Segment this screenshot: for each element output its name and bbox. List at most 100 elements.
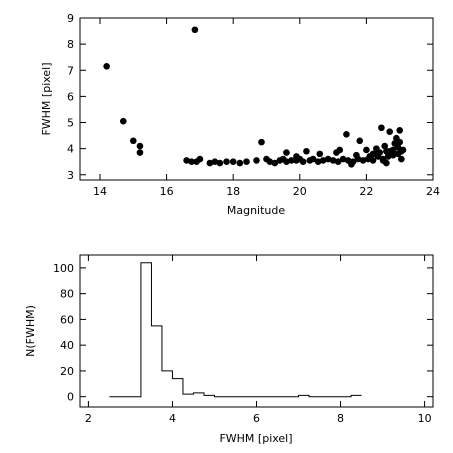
scatter-point (353, 151, 360, 159)
scatter-point (371, 150, 379, 158)
scatter-point (288, 157, 295, 164)
histogram-y-tick-label: 100 (53, 262, 74, 275)
histogram-x-tick-label: 6 (253, 412, 260, 425)
scatter-point (191, 26, 199, 34)
histogram-y-axis-label: N(FWHM) (24, 305, 37, 357)
scatter-point (319, 157, 327, 164)
histogram-y-tick-label: 80 (60, 288, 74, 301)
scatter-point (366, 153, 374, 160)
scatter-y-ticks: 3 4 5 6 7 8 9 (67, 12, 433, 182)
scatter-point (316, 150, 324, 158)
scatter-point (236, 159, 244, 167)
scatter-y-tick-label: 6 (67, 90, 74, 103)
scatter-point (329, 157, 337, 164)
histogram-steps (109, 262, 362, 398)
histogram-x-axis-label: FWHM [pixel] (219, 432, 292, 445)
scatter-x-tick-label: 20 (293, 185, 307, 198)
scatter-point (266, 158, 274, 166)
scatter-point (314, 158, 322, 166)
scatter-point (396, 127, 403, 134)
scatter-point (216, 159, 224, 167)
scatter-point (376, 149, 384, 156)
scatter-point (399, 146, 407, 154)
histogram-x-ticks: 2 4 6 8 10 (85, 255, 432, 425)
scatter-point (386, 128, 394, 135)
scatter-point (283, 158, 290, 166)
scatter-x-tick-label: 18 (226, 185, 240, 198)
scatter-point (398, 155, 405, 163)
scatter-point (343, 130, 350, 138)
scatter-point (309, 155, 317, 163)
histogram-x-tick-label: 2 (85, 412, 92, 425)
histogram-plot-frame (79, 254, 434, 408)
scatter-y-tick-label: 9 (67, 12, 74, 25)
histogram-x-tick-label: 8 (337, 412, 344, 425)
scatter-point (243, 158, 250, 166)
scatter-point (283, 149, 290, 156)
scatter-point (303, 147, 310, 155)
histogram-bin (151, 326, 162, 397)
scatter-point (253, 157, 260, 164)
histogram-bin (162, 371, 173, 397)
histogram-bin (141, 263, 152, 397)
scatter-point (386, 147, 394, 155)
scatter-point (229, 158, 237, 166)
scatter-point (223, 158, 230, 166)
scatter-point (136, 149, 144, 156)
scatter-point (136, 142, 144, 150)
scatter-point (384, 153, 392, 160)
scatter-plot-frame (79, 17, 434, 181)
scatter-point (206, 159, 214, 167)
histogram-panel: 2 4 6 8 10 0 20 40 60 80 100 FWHM [pixel] N(FWHM) (24, 254, 434, 445)
scatter-point (396, 138, 403, 146)
scatter-point (348, 161, 355, 168)
scatter-y-tick-label: 5 (67, 117, 74, 130)
scatter-point (299, 158, 307, 166)
histogram-bin (193, 393, 204, 397)
scatter-point (271, 159, 279, 167)
scatter-y-tick-label: 3 (67, 169, 74, 182)
scatter-point (394, 144, 402, 151)
scatter-x-tick-label: 14 (93, 185, 107, 198)
scatter-point (293, 153, 300, 160)
scatter-point (356, 137, 364, 145)
histogram-y-tick-label: 20 (60, 365, 74, 378)
scatter-point (336, 146, 344, 154)
histogram-step-line (109, 262, 362, 398)
scatter-point (193, 158, 200, 166)
scatter-point (103, 63, 110, 70)
scatter-x-tick-label: 24 (426, 185, 440, 198)
scatter-y-tick-label: 8 (67, 38, 74, 51)
scatter-point (258, 138, 265, 146)
scatter-panel: 14 16 18 20 22 24 3 4 5 6 7 8 9 Magnitude FWHM [pix… (40, 12, 440, 217)
scatter-y-tick-label: 7 (67, 64, 74, 77)
scatter-point (381, 142, 389, 150)
scatter-y-tick-label: 4 (67, 143, 74, 156)
scatter-point (324, 155, 332, 163)
scatter-point (211, 158, 219, 166)
scatter-y-axis-label: FWHM [pixel] (40, 62, 53, 135)
scatter-point (188, 158, 195, 166)
histogram-y-tick-label: 60 (60, 313, 74, 326)
scatter-x-tick-label: 16 (160, 185, 174, 198)
scatter-point (378, 124, 385, 132)
scatter-x-axis-label: Magnitude (227, 204, 286, 217)
histogram-x-tick-label: 4 (169, 412, 176, 425)
histogram-bin (172, 379, 183, 397)
scatter-point (383, 159, 390, 167)
scatter-point (339, 155, 347, 163)
scatter-point (129, 137, 137, 145)
histogram-y-tick-label: 40 (60, 339, 74, 352)
scatter-point (334, 158, 342, 166)
scatter-point (183, 157, 190, 164)
scatter-x-tick-label: 22 (359, 185, 373, 198)
scatter-point (119, 117, 127, 125)
scatter-point (363, 146, 370, 154)
histogram-y-tick-label: 0 (67, 391, 74, 404)
scatter-x-ticks: 14 16 18 20 22 24 (93, 18, 440, 198)
histogram-x-tick-label: 10 (418, 412, 432, 425)
histogram-y-ticks: 0 20 40 60 80 100 (53, 262, 433, 404)
scatter-point (359, 157, 367, 164)
scatter-points (103, 26, 407, 168)
